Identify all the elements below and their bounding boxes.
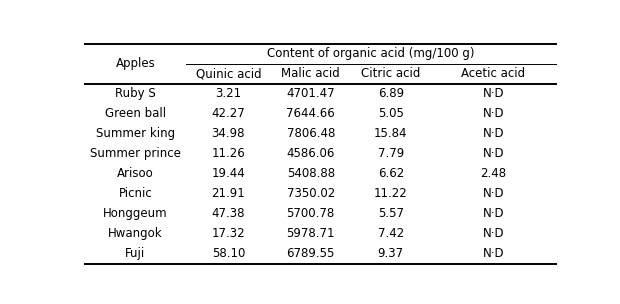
Text: 34.98: 34.98 <box>211 127 245 140</box>
Text: 11.22: 11.22 <box>374 187 408 200</box>
Text: Fuji: Fuji <box>125 247 146 260</box>
Text: 15.84: 15.84 <box>374 127 407 140</box>
Text: Quinic acid: Quinic acid <box>195 67 261 80</box>
Text: N·D: N·D <box>482 127 504 140</box>
Text: N·D: N·D <box>482 107 504 120</box>
Text: 11.26: 11.26 <box>211 147 245 160</box>
Text: Arisoo: Arisoo <box>117 167 154 180</box>
Text: Summer king: Summer king <box>95 127 175 140</box>
Text: 4701.47: 4701.47 <box>286 87 335 100</box>
Text: 6789.55: 6789.55 <box>286 247 335 260</box>
Text: Citric acid: Citric acid <box>361 67 420 80</box>
Text: Hwangok: Hwangok <box>108 227 162 240</box>
Text: N·D: N·D <box>482 87 504 100</box>
Text: 5978.71: 5978.71 <box>286 227 335 240</box>
Text: N·D: N·D <box>482 207 504 220</box>
Text: 17.32: 17.32 <box>211 227 245 240</box>
Text: 9.37: 9.37 <box>378 247 404 260</box>
Text: N·D: N·D <box>482 227 504 240</box>
Text: 2.48: 2.48 <box>480 167 507 180</box>
Text: Ruby S: Ruby S <box>115 87 156 100</box>
Text: 21.91: 21.91 <box>211 187 245 200</box>
Text: Honggeum: Honggeum <box>103 207 167 220</box>
Text: 6.89: 6.89 <box>378 87 404 100</box>
Text: 3.21: 3.21 <box>215 87 241 100</box>
Text: 5700.78: 5700.78 <box>286 207 335 220</box>
Text: Malic acid: Malic acid <box>281 67 340 80</box>
Text: 5.05: 5.05 <box>378 107 404 120</box>
Text: 47.38: 47.38 <box>211 207 245 220</box>
Text: Acetic acid: Acetic acid <box>461 67 525 80</box>
Text: 7806.48: 7806.48 <box>286 127 335 140</box>
Text: 7.42: 7.42 <box>378 227 404 240</box>
Text: 19.44: 19.44 <box>211 167 245 180</box>
Text: N·D: N·D <box>482 147 504 160</box>
Text: 42.27: 42.27 <box>211 107 245 120</box>
Text: Picnic: Picnic <box>118 187 152 200</box>
Text: 4586.06: 4586.06 <box>286 147 335 160</box>
Text: 6.62: 6.62 <box>378 167 404 180</box>
Text: 5408.88: 5408.88 <box>286 167 335 180</box>
Text: Apples: Apples <box>115 57 155 70</box>
Text: N·D: N·D <box>482 187 504 200</box>
Text: N·D: N·D <box>482 247 504 260</box>
Text: 58.10: 58.10 <box>211 247 245 260</box>
Text: 7350.02: 7350.02 <box>286 187 335 200</box>
Text: Green ball: Green ball <box>105 107 166 120</box>
Text: 5.57: 5.57 <box>378 207 404 220</box>
Text: 7.79: 7.79 <box>378 147 404 160</box>
Text: Content of organic acid (mg/100 g): Content of organic acid (mg/100 g) <box>267 47 474 60</box>
Text: Summer prince: Summer prince <box>90 147 181 160</box>
Text: 7644.66: 7644.66 <box>286 107 335 120</box>
